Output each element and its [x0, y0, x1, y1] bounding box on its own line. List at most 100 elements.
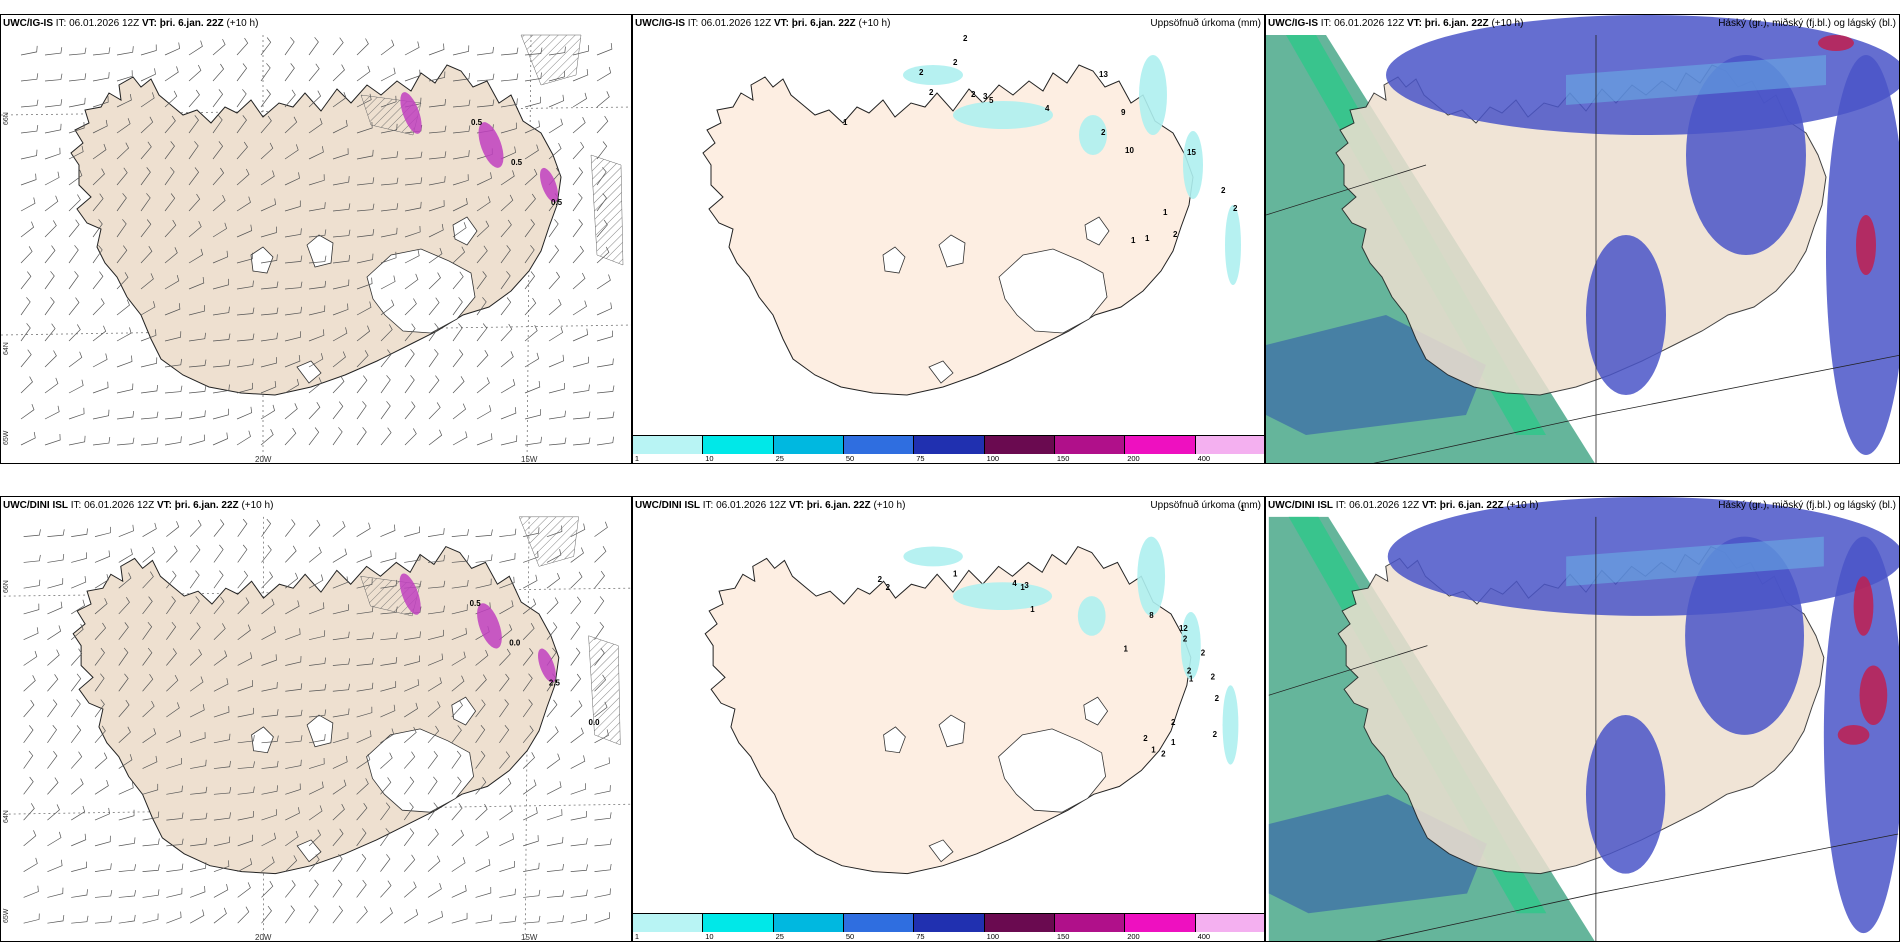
wind-barb	[308, 805, 323, 821]
wind-barb	[212, 167, 225, 186]
wind-barb	[572, 356, 589, 368]
wind-barb	[332, 351, 346, 368]
wind-barb	[166, 887, 183, 898]
wind-barb	[212, 141, 224, 160]
wind-barb	[380, 375, 391, 394]
wind-barb	[427, 776, 438, 795]
lon-label-20w: 20W	[255, 455, 272, 464]
wind-barb	[548, 326, 564, 342]
wind-barb	[94, 699, 105, 718]
wind-barb	[522, 673, 533, 692]
wind-barb	[285, 628, 301, 641]
wind-barb	[427, 725, 440, 744]
wind-barb	[451, 627, 467, 641]
wind-barb	[260, 37, 272, 56]
wind-barb	[44, 377, 59, 394]
wind-barbs	[20, 37, 615, 446]
wind-barb	[308, 829, 321, 847]
wind-barb	[164, 115, 176, 134]
wind-barb	[212, 432, 228, 446]
wind-barb	[332, 631, 350, 641]
wind-barb	[451, 829, 465, 847]
wind-barb	[594, 545, 607, 563]
wind-barb	[284, 427, 297, 446]
glacier-1	[306, 714, 334, 748]
precip-panel-bottom: UWC/DINI ISL IT: 06.01.2026 12Z VT: þri.…	[632, 496, 1265, 942]
wind-barb	[261, 856, 275, 872]
wind-barb	[524, 168, 538, 186]
wind-barb	[236, 196, 251, 212]
colorbar-swatch	[984, 436, 1055, 454]
wind-barb	[380, 227, 398, 238]
wind-barb	[164, 247, 178, 264]
wind-barb	[47, 601, 63, 615]
wind-barb	[500, 323, 513, 342]
wind-barb	[166, 757, 182, 769]
wind-barb	[23, 750, 34, 769]
colorbar-tick-label: 25	[775, 454, 784, 463]
wind-barb	[572, 117, 586, 134]
wind-barb	[47, 699, 58, 718]
precip-value-label: 1	[953, 569, 958, 578]
precip-value-label: 2	[1215, 694, 1220, 703]
wind-barb	[236, 430, 251, 446]
wind-barb	[523, 915, 541, 924]
wind-barb	[380, 854, 391, 872]
wind-barb	[212, 63, 225, 82]
wind-barb	[476, 46, 494, 56]
wind-barb	[476, 433, 493, 446]
wind-barb	[475, 777, 487, 795]
wind-barb	[118, 864, 136, 872]
precip-value-label: 1	[1151, 746, 1156, 755]
wind-barb	[44, 147, 61, 160]
precip-value-label: 2	[1101, 128, 1106, 137]
wind-barb	[236, 280, 254, 290]
wind-barb	[20, 297, 31, 316]
wind-barb	[142, 838, 160, 847]
wind-barb	[92, 47, 111, 56]
wind-barb	[332, 401, 344, 420]
wind-barb	[116, 219, 127, 238]
wind-barb	[596, 385, 615, 394]
wind-barb	[475, 725, 486, 743]
hatched-area	[518, 516, 579, 567]
wind-barb	[548, 219, 559, 238]
precip-area-1	[952, 582, 1053, 610]
wind-barb	[380, 907, 393, 924]
wind-barb	[188, 276, 205, 290]
wind-barb	[94, 622, 107, 640]
wind-barb	[475, 750, 486, 769]
wind-barb	[570, 596, 582, 615]
wind-barb	[524, 436, 542, 446]
hatched-area	[588, 635, 621, 746]
glacier-3	[1083, 696, 1109, 726]
wind-barb	[140, 219, 152, 238]
high-cloud-area-3	[1585, 715, 1666, 874]
wind-barb	[285, 905, 295, 924]
wind-barb	[499, 528, 517, 537]
wind-barb	[596, 43, 613, 56]
glacier-3	[451, 696, 477, 726]
wind-barb	[428, 151, 447, 160]
wind-barb	[500, 47, 519, 56]
wind-barb	[23, 803, 35, 821]
wind-barb	[68, 169, 83, 186]
wind-barb	[284, 331, 302, 342]
gust-area-0	[399, 573, 421, 615]
gust-area-1	[478, 122, 504, 168]
wind-barb	[452, 376, 465, 394]
colorbar-tick-label: 1	[634, 932, 640, 941]
wind-barb	[189, 622, 201, 640]
wind-barb	[237, 597, 250, 615]
wind-barb	[70, 699, 81, 718]
wind-barb	[380, 67, 396, 82]
wind-barb	[356, 753, 371, 769]
wind-barb	[236, 89, 247, 108]
wind-barb	[499, 778, 512, 795]
wind-barb	[546, 597, 559, 615]
wind-barb	[260, 89, 271, 108]
wind-barb	[71, 861, 88, 872]
wind-barb	[23, 627, 39, 641]
wind-barb	[452, 222, 467, 238]
glacier-3	[1084, 216, 1110, 246]
